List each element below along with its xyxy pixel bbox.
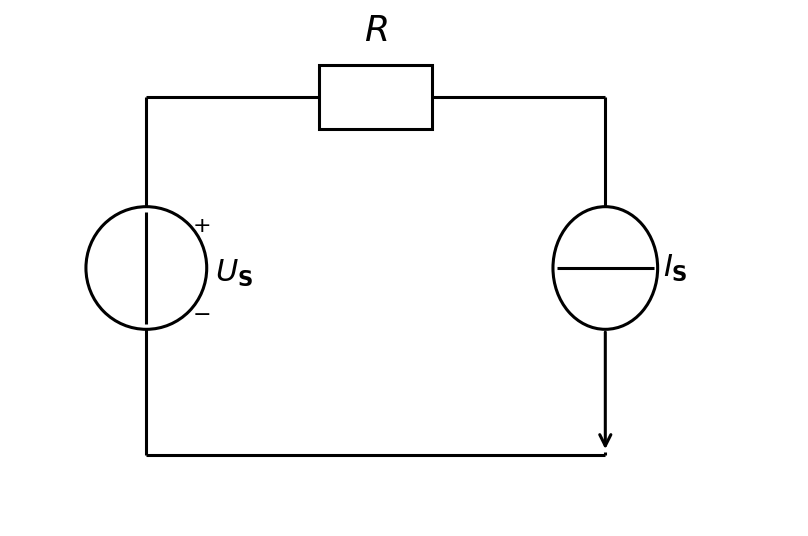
Text: $\mathit{U}_\mathbf{S}$: $\mathit{U}_\mathbf{S}$ <box>215 258 253 289</box>
Text: $\mathit{R}$: $\mathit{R}$ <box>364 14 388 48</box>
Ellipse shape <box>553 207 658 329</box>
Text: $-$: $-$ <box>192 303 210 323</box>
Ellipse shape <box>86 207 207 329</box>
Text: $\mathit{I}_\mathbf{S}$: $\mathit{I}_\mathbf{S}$ <box>663 252 688 284</box>
Bar <box>319 65 432 129</box>
Text: $+$: $+$ <box>192 217 210 236</box>
